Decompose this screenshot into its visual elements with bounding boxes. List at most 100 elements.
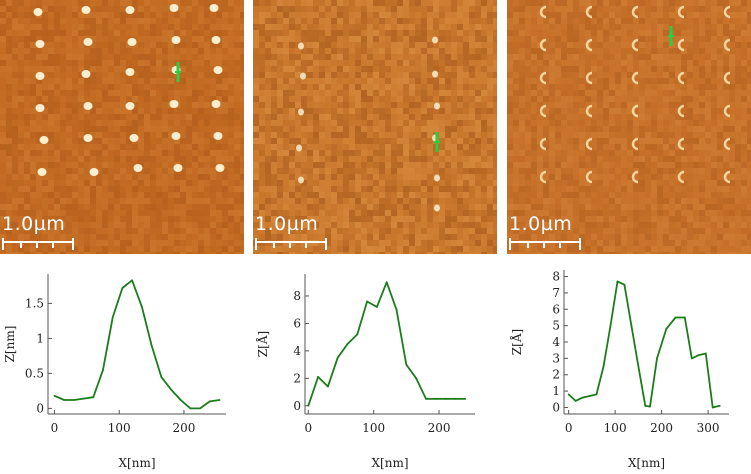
scale-ruler-2	[255, 238, 327, 250]
afm-image-3: 1.0µm	[507, 0, 751, 254]
profile-plot-3: 0 1 2 3 4 5 6 7 8 0 100 200 300 X[nm] Z[Å]	[507, 262, 751, 474]
scale-label-3: 1.0µm	[509, 213, 573, 235]
x-tick-label: 0	[51, 421, 59, 435]
data-point	[53, 394, 56, 397]
y-tick-label: 4	[552, 335, 560, 349]
data-point	[131, 279, 134, 282]
data-point	[454, 398, 457, 400]
data-point	[425, 398, 427, 400]
data-point	[405, 363, 408, 366]
data-point	[581, 396, 584, 399]
profile-plot-2: 0 2 4 6 8 0 100 200 X[nm] Z[Å]	[253, 262, 497, 474]
data-point	[160, 376, 163, 378]
x-tick-label: 100	[362, 421, 385, 435]
afm-image-1-canvas	[0, 0, 244, 254]
y-tick-label: 3	[552, 351, 560, 365]
data-point	[434, 398, 437, 400]
profile-series-line	[567, 280, 720, 409]
y-tick-label: 6	[552, 302, 560, 316]
data-point	[623, 283, 626, 286]
data-point	[307, 404, 310, 407]
x-tick-label: 200	[172, 421, 195, 435]
data-point	[82, 397, 85, 400]
data-point	[395, 308, 398, 311]
x-tick-label: 200	[650, 421, 673, 435]
data-point	[649, 405, 651, 408]
y-tick-label: 5	[552, 319, 560, 333]
data-point	[111, 316, 114, 319]
afm-image-2-canvas	[253, 0, 497, 254]
x-tick-label: 0	[304, 421, 312, 435]
afm-image-3-canvas	[507, 0, 751, 254]
data-point	[711, 406, 714, 409]
profile-plot-3-svg: 0 1 2 3 4 5 6 7 8 0 100 200 300 X[nm] Z[Å]	[509, 270, 729, 470]
data-point	[92, 396, 95, 399]
data-point	[385, 281, 388, 284]
x-tick-label: 100	[108, 421, 131, 435]
y-tick-label: 0	[552, 400, 560, 414]
data-point	[326, 385, 329, 388]
data-point	[218, 399, 221, 401]
y-tick-label: 1	[36, 331, 44, 345]
data-point	[170, 388, 172, 391]
scale-bar-3: 1.0µm	[507, 212, 585, 254]
y-tick-label: 7	[552, 286, 560, 300]
x-axis-label: X[nm]	[628, 456, 665, 470]
data-point	[616, 280, 619, 283]
scale-label-1: 1.0µm	[2, 213, 66, 235]
y-tick-label: 0.5	[25, 366, 44, 380]
data-point	[674, 316, 677, 319]
scale-bar-1: 1.0µm	[0, 212, 78, 254]
data-point	[644, 404, 647, 407]
y-tick-label: 8	[552, 270, 560, 284]
y-tick-label: 1	[552, 384, 560, 398]
y-tick-label: 8	[293, 289, 301, 303]
afm-image-2: 1.0µm	[253, 0, 497, 254]
profile-plot-2-svg: 0 2 4 6 8 0 100 200 X[nm] Z[Å]	[255, 274, 475, 470]
x-tick-label: 300	[697, 421, 720, 435]
y-axis-label: Z[nm]	[3, 326, 17, 363]
data-point	[697, 354, 700, 356]
data-point	[567, 393, 570, 396]
y-tick-label: 0	[293, 399, 301, 413]
data-point	[199, 407, 202, 410]
data-point	[588, 395, 591, 397]
data-point	[574, 400, 577, 402]
data-point	[102, 369, 104, 371]
data-point	[336, 356, 339, 359]
data-point	[665, 328, 668, 330]
data-point	[718, 404, 721, 407]
data-point	[208, 400, 211, 403]
afm-image-1: 1.0µm	[0, 0, 244, 254]
data-point	[415, 377, 418, 380]
scale-bar-2: 1.0µm	[253, 212, 331, 254]
profile-series-line	[54, 279, 220, 410]
data-point	[376, 306, 378, 308]
x-tick-label: 100	[604, 421, 627, 435]
x-tick-label: 0	[565, 421, 573, 435]
data-point	[656, 357, 658, 360]
x-axis-label: X[nm]	[118, 456, 155, 470]
data-point	[317, 376, 319, 378]
profile-plot-1: 0 0.5 1 1.5 0 100 200 X[nm] Z[nm]	[0, 262, 244, 474]
data-point	[637, 365, 640, 368]
y-tick-label: 1.5	[25, 296, 44, 310]
data-point	[179, 399, 182, 401]
data-point	[464, 398, 467, 400]
data-point	[683, 316, 686, 319]
data-point	[595, 393, 598, 396]
profile-series-line	[307, 281, 466, 407]
data-point	[444, 398, 447, 400]
scale-label-2: 1.0µm	[255, 213, 319, 235]
x-tick-label: 200	[428, 421, 451, 435]
data-point	[690, 357, 693, 360]
data-point	[609, 324, 612, 327]
data-point	[189, 407, 192, 410]
y-tick-label: 4	[293, 344, 301, 358]
data-point	[346, 343, 349, 345]
y-tick-label: 2	[293, 371, 301, 385]
y-tick-label: 2	[552, 368, 560, 382]
data-point	[150, 344, 153, 347]
data-point	[356, 333, 359, 336]
data-point	[63, 399, 66, 401]
